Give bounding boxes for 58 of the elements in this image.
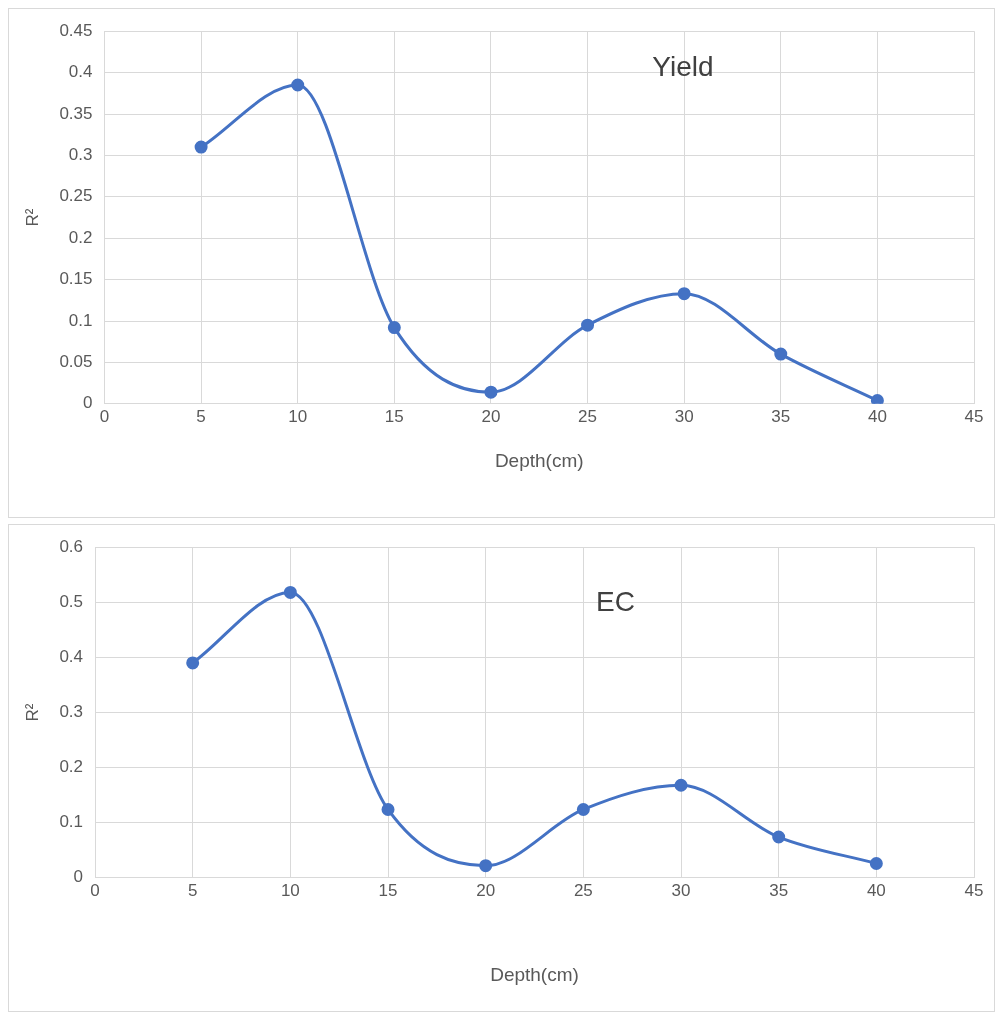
x-tick-label: 35: [769, 880, 789, 900]
x-tick-label: 45: [964, 406, 984, 426]
x-tick-label: 40: [867, 406, 887, 426]
point: [283, 585, 297, 599]
x-tick-label: 20: [481, 406, 501, 426]
point: [387, 321, 401, 335]
x-tick-label: 25: [578, 406, 598, 426]
point: [674, 778, 688, 792]
x-tick-label: 15: [378, 880, 398, 900]
y-tick-label: 0.05: [59, 352, 93, 372]
y-tick-label: 0.1: [68, 310, 93, 330]
x-axis-title: Depth(cm): [494, 449, 584, 471]
point: [581, 318, 595, 332]
point: [194, 140, 208, 154]
y-tick-label: 0.2: [59, 757, 84, 777]
x-tick-label: 45: [964, 880, 984, 900]
point: [870, 393, 884, 404]
x-tick-label: 10: [280, 880, 300, 900]
x-tick-label: 5: [196, 406, 206, 426]
point: [484, 385, 498, 399]
x-tick-label: 0: [99, 406, 110, 426]
annotation: Yield: [652, 51, 714, 83]
y-tick-label: 0.4: [59, 647, 84, 667]
x-tick-label: 15: [384, 406, 404, 426]
x-tick-label: 20: [476, 880, 496, 900]
x-tick-label: 30: [674, 406, 694, 426]
y-tick-label: 0.1: [59, 812, 84, 832]
annotation: EC: [596, 586, 635, 618]
x-tick-label: 40: [866, 880, 886, 900]
point: [381, 802, 395, 816]
y-tick-label: 0.45: [59, 20, 93, 40]
x-tick-label: 25: [573, 880, 593, 900]
y-tick-label: 0.5: [59, 591, 84, 611]
point: [479, 859, 493, 873]
y-tick-label: 0.25: [59, 186, 93, 206]
point: [677, 287, 691, 301]
x-axis-title: Depth(cm): [490, 963, 579, 985]
point: [772, 830, 786, 844]
point: [869, 856, 883, 870]
y-tick-label: 0.15: [59, 269, 93, 289]
point: [576, 802, 590, 816]
y-tick-label: 0.4: [68, 62, 93, 82]
y-tick-label: 0.35: [59, 103, 93, 123]
y-axis-title: R²: [22, 208, 42, 227]
y-tick-label: 0: [83, 393, 93, 413]
y-tick-label: 0.3: [59, 702, 84, 722]
point: [186, 656, 200, 670]
x-tick-label: 35: [771, 406, 791, 426]
x-tick-label: 30: [671, 880, 691, 900]
y-axis-title: R²: [22, 703, 42, 722]
x-tick-label: 10: [288, 406, 308, 426]
y-tick-label: 0.6: [59, 536, 84, 556]
y-tick-label: 0.3: [68, 145, 93, 165]
y-tick-label: 0: [73, 867, 84, 887]
y-tick-label: 0.2: [68, 227, 93, 247]
point: [291, 78, 305, 92]
x-tick-label: 5: [187, 880, 198, 900]
point: [774, 347, 788, 361]
